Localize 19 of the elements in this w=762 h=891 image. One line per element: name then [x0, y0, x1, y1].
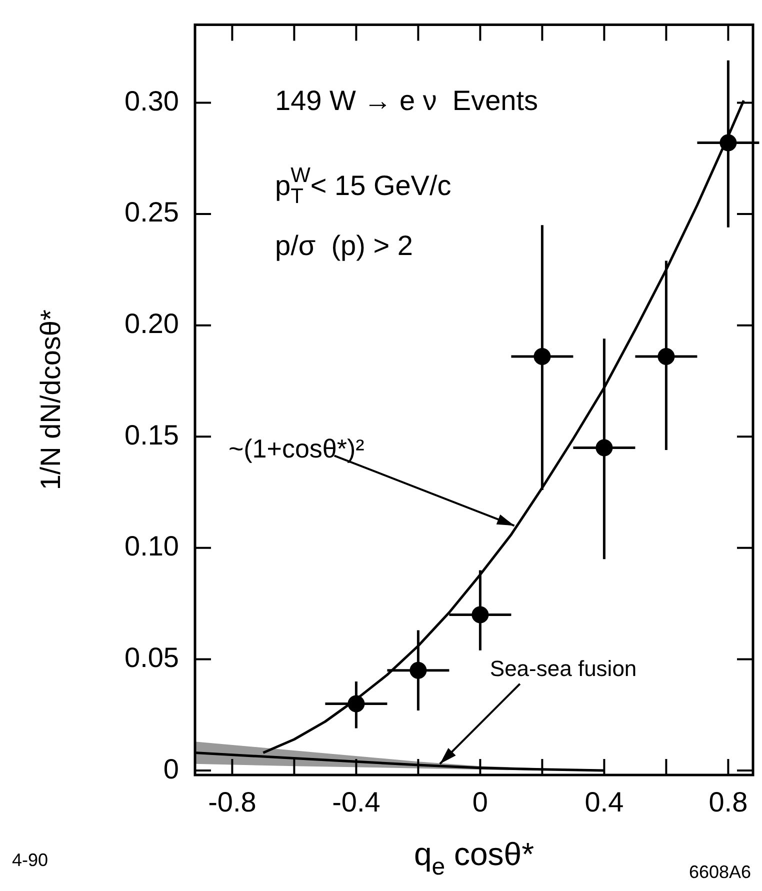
x-tick-label: 0 [472, 786, 488, 818]
x-tick-label: 0.4 [584, 786, 624, 818]
x-tick-label: -0.4 [332, 786, 380, 818]
x-tick-label: -0.8 [208, 786, 256, 818]
y-tick-label: 0.20 [124, 308, 179, 340]
y-tick-label: 0 [163, 753, 179, 784]
y-tick-label: 0.25 [124, 196, 179, 228]
text: 4-90 [12, 850, 48, 870]
text: 6608A6 [688, 862, 752, 882]
y-tick-label: 0.10 [124, 530, 179, 562]
x-tick-label: 0.8 [708, 786, 748, 818]
y-axis-title: 1/N dN/dcosθ* [35, 310, 66, 490]
annotation: ~(1+cosθ*)² [228, 434, 365, 464]
y-tick-label: 0.15 [124, 419, 179, 450]
y-tick-label: 0.05 [124, 642, 179, 673]
annotation: Sea-sea fusion [490, 656, 637, 681]
annotation: p/σ (p) > 2 [275, 230, 413, 261]
annotation: 149 W → e ν Events [275, 84, 538, 116]
y-tick-label: 0.30 [124, 85, 179, 116]
